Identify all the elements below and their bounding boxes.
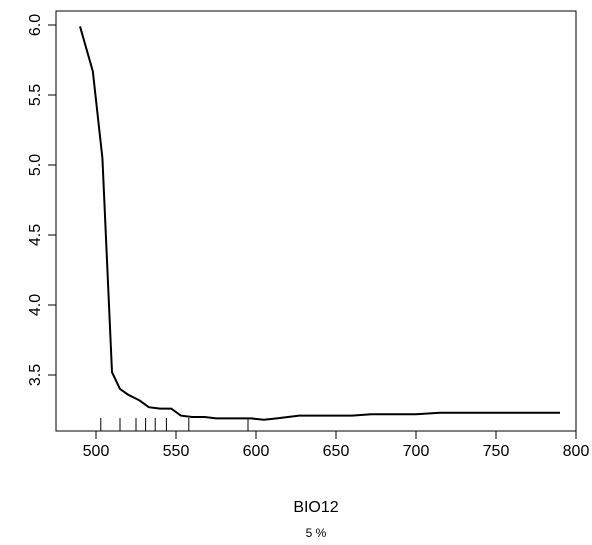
y-tick-label: 5.5 bbox=[27, 84, 44, 106]
y-axis: 3.5 4.0 4.5 5.0 5.5 6.0 bbox=[27, 14, 56, 386]
x-tick-label: 750 bbox=[483, 443, 510, 460]
y-tick-label: 3.5 bbox=[27, 364, 44, 386]
x-axis-title: BIO12 bbox=[293, 499, 338, 516]
plot-frame bbox=[55, 10, 577, 432]
x-tick-label: 650 bbox=[323, 443, 350, 460]
y-tick-label: 6.0 bbox=[27, 14, 44, 36]
x-tick-label: 500 bbox=[83, 443, 110, 460]
x-axis: 500 550 600 650 700 750 800 bbox=[83, 431, 590, 460]
chart-subtitle: 5 % bbox=[306, 526, 327, 540]
y-tick-label: 4.0 bbox=[27, 294, 44, 316]
x-tick-label: 600 bbox=[243, 443, 270, 460]
x-tick-label: 800 bbox=[563, 443, 590, 460]
x-tick-label: 700 bbox=[403, 443, 430, 460]
rug-marks bbox=[100, 418, 249, 431]
y-tick-label: 5.0 bbox=[27, 154, 44, 176]
series-line bbox=[79, 26, 560, 421]
x-tick-label: 550 bbox=[163, 443, 190, 460]
y-tick-label: 4.5 bbox=[27, 224, 44, 246]
